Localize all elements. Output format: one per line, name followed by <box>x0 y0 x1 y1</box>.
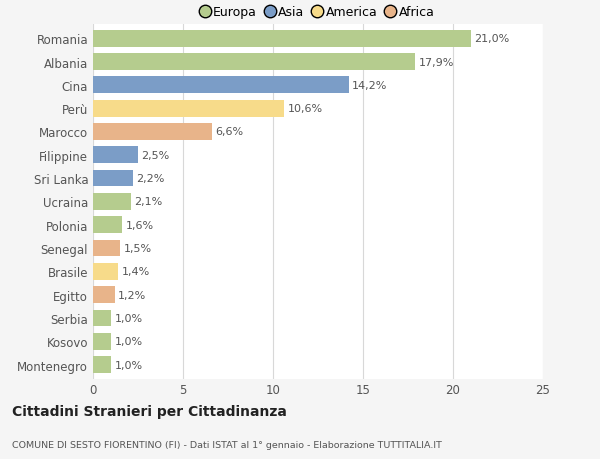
Text: 2,5%: 2,5% <box>142 151 170 161</box>
Bar <box>93 217 122 234</box>
Bar <box>93 170 133 187</box>
Text: 17,9%: 17,9% <box>419 57 454 67</box>
Legend: Europa, Asia, America, Africa: Europa, Asia, America, Africa <box>197 1 439 24</box>
Bar <box>93 124 212 140</box>
Text: 1,4%: 1,4% <box>122 267 150 277</box>
Text: 1,0%: 1,0% <box>115 336 143 347</box>
Bar <box>93 101 284 118</box>
Text: 1,0%: 1,0% <box>115 360 143 369</box>
Text: 6,6%: 6,6% <box>215 127 244 137</box>
Bar <box>93 147 138 164</box>
Bar <box>93 356 111 373</box>
Bar <box>93 333 111 350</box>
Bar <box>93 31 471 48</box>
Bar <box>93 263 118 280</box>
Bar <box>93 54 415 71</box>
Text: 21,0%: 21,0% <box>475 34 510 44</box>
Text: 1,5%: 1,5% <box>124 243 152 253</box>
Text: 14,2%: 14,2% <box>352 81 388 91</box>
Text: Cittadini Stranieri per Cittadinanza: Cittadini Stranieri per Cittadinanza <box>12 404 287 419</box>
Text: 2,2%: 2,2% <box>136 174 164 184</box>
Text: 2,1%: 2,1% <box>134 197 163 207</box>
Text: 1,2%: 1,2% <box>118 290 146 300</box>
Bar <box>93 240 120 257</box>
Text: 1,6%: 1,6% <box>125 220 154 230</box>
Bar <box>93 77 349 94</box>
Bar <box>93 286 115 303</box>
Text: COMUNE DI SESTO FIORENTINO (FI) - Dati ISTAT al 1° gennaio - Elaborazione TUTTIT: COMUNE DI SESTO FIORENTINO (FI) - Dati I… <box>12 441 442 449</box>
Text: 10,6%: 10,6% <box>287 104 323 114</box>
Bar <box>93 310 111 327</box>
Text: 1,0%: 1,0% <box>115 313 143 323</box>
Bar <box>93 194 131 210</box>
